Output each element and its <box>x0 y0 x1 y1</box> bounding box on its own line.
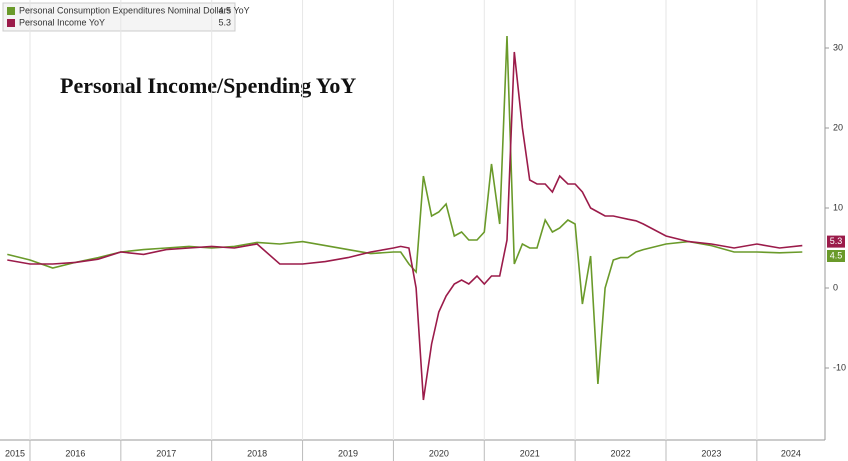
end-badge-label: 4.5 <box>830 250 843 260</box>
x-tick-label: 2023 <box>701 448 721 458</box>
end-badge <box>827 235 845 248</box>
legend-value: 4.5 <box>218 5 231 15</box>
x-tick-label: 2016 <box>65 448 85 458</box>
legend-label: Personal Income YoY <box>19 17 105 27</box>
legend-label: Personal Consumption Expenditures Nomina… <box>19 5 250 15</box>
end-badge-label: 5.3 <box>830 236 843 246</box>
end-badge <box>827 250 845 262</box>
x-tick-label: 2018 <box>247 448 267 458</box>
legend-swatch <box>7 19 15 27</box>
x-tick-label: 2020 <box>429 448 449 458</box>
x-tick-label: 2024 <box>781 448 801 458</box>
x-tick-label: 2017 <box>156 448 176 458</box>
x-tick-label: 2015 <box>5 448 25 458</box>
x-tick-label: 2019 <box>338 448 358 458</box>
y-tick-label: 30 <box>833 42 843 52</box>
y-tick-label: 0 <box>833 282 838 292</box>
legend-box <box>2 2 236 32</box>
x-tick-label: 2021 <box>520 448 540 458</box>
y-tick-label: 10 <box>833 202 843 212</box>
y-tick-label: 20 <box>833 122 843 132</box>
series-line <box>7 51 803 401</box>
legend-swatch <box>7 7 15 15</box>
x-tick-label: 2022 <box>611 448 631 458</box>
legend-value: 5.3 <box>218 17 231 27</box>
chart-title: Personal Income/Spending YoY <box>60 73 356 98</box>
y-tick-label: -10 <box>833 362 846 372</box>
